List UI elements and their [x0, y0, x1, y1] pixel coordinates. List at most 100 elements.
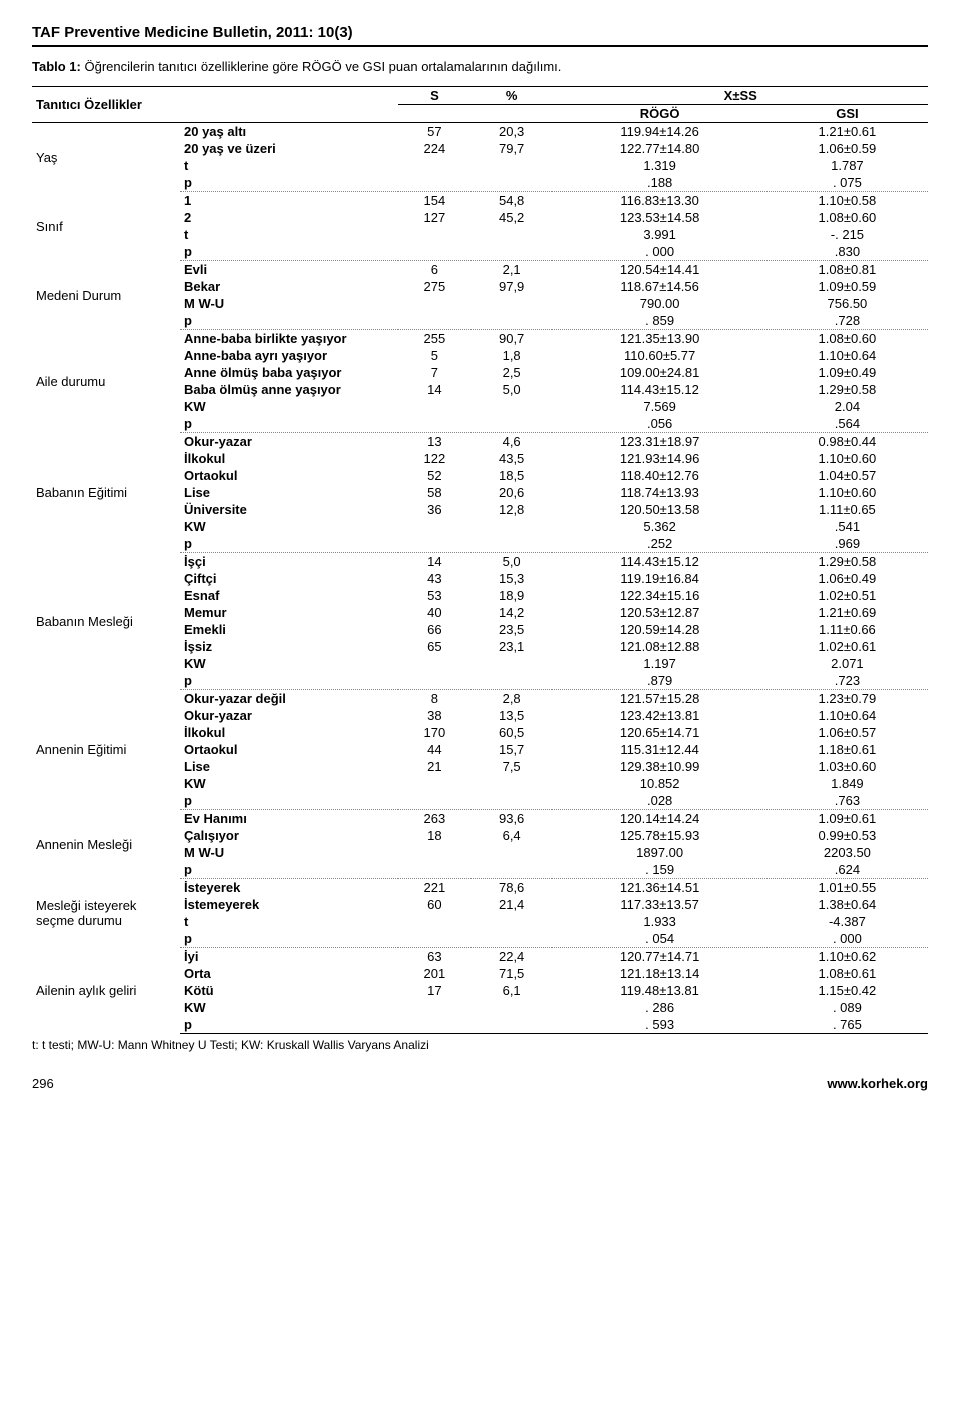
cell-pct: 93,6: [471, 810, 553, 828]
cell-pct: 4,6: [471, 433, 553, 451]
group-label: Mesleği isteyerek seçme durumu: [32, 879, 180, 948]
cell-S: 7: [398, 364, 471, 381]
cell-pct: [471, 655, 553, 672]
row-label: Okur-yazar: [180, 707, 398, 724]
cell-rogo: 119.94±14.26: [552, 123, 766, 141]
cell-S: 224: [398, 140, 471, 157]
cell-gsi: 1.10±0.60: [767, 484, 928, 501]
cell-pct: [471, 861, 553, 879]
cell-gsi: 1.15±0.42: [767, 982, 928, 999]
cell-gsi: 1.08±0.61: [767, 965, 928, 982]
row-label: t: [180, 913, 398, 930]
cell-S: [398, 226, 471, 243]
cell-S: 13: [398, 433, 471, 451]
cell-S: 53: [398, 587, 471, 604]
footer-url: www.korhek.org: [827, 1076, 928, 1091]
cell-rogo: 122.77±14.80: [552, 140, 766, 157]
row-label: KW: [180, 655, 398, 672]
cell-rogo: . 159: [552, 861, 766, 879]
cell-rogo: 790.00: [552, 295, 766, 312]
cell-pct: [471, 174, 553, 192]
cell-rogo: 120.53±12.87: [552, 604, 766, 621]
cell-gsi: 1.03±0.60: [767, 758, 928, 775]
cell-gsi: .723: [767, 672, 928, 690]
cell-pct: [471, 226, 553, 243]
cell-pct: 15,3: [471, 570, 553, 587]
cell-rogo: 129.38±10.99: [552, 758, 766, 775]
cell-gsi: 1.38±0.64: [767, 896, 928, 913]
cell-pct: 14,2: [471, 604, 553, 621]
row-label: 20 yaş altı: [180, 123, 398, 141]
cell-rogo: 121.08±12.88: [552, 638, 766, 655]
cell-gsi: 1.18±0.61: [767, 741, 928, 758]
row-label: Anne ölmüş baba yaşıyor: [180, 364, 398, 381]
cell-rogo: 121.36±14.51: [552, 879, 766, 897]
row-label: p: [180, 861, 398, 879]
row-label: KW: [180, 518, 398, 535]
cell-rogo: 118.74±13.93: [552, 484, 766, 501]
row-label: Ortaokul: [180, 467, 398, 484]
cell-pct: 13,5: [471, 707, 553, 724]
cell-pct: [471, 672, 553, 690]
cell-rogo: .188: [552, 174, 766, 192]
cell-rogo: 1.197: [552, 655, 766, 672]
cell-gsi: 1.02±0.51: [767, 587, 928, 604]
cell-S: [398, 157, 471, 174]
group-label: Babanın Mesleği: [32, 553, 180, 690]
row-label: Çiftçi: [180, 570, 398, 587]
cell-rogo: 122.34±15.16: [552, 587, 766, 604]
cell-S: [398, 535, 471, 553]
row-label: KW: [180, 398, 398, 415]
caption-text: Öğrencilerin tanıtıcı özelliklerine göre…: [85, 59, 562, 74]
row-label: p: [180, 930, 398, 948]
cell-gsi: 1.11±0.65: [767, 501, 928, 518]
row-label: Çalışıyor: [180, 827, 398, 844]
cell-S: [398, 999, 471, 1016]
cell-pct: [471, 398, 553, 415]
cell-gsi: .969: [767, 535, 928, 553]
row-label: M W-U: [180, 844, 398, 861]
cell-gsi: 1.10±0.64: [767, 347, 928, 364]
row-label: t: [180, 157, 398, 174]
cell-rogo: 116.83±13.30: [552, 192, 766, 210]
cell-rogo: 10.852: [552, 775, 766, 792]
cell-gsi: 1.08±0.81: [767, 261, 928, 279]
cell-S: [398, 398, 471, 415]
cell-rogo: 110.60±5.77: [552, 347, 766, 364]
cell-pct: [471, 844, 553, 861]
row-label: İstemeyerek: [180, 896, 398, 913]
cell-rogo: .056: [552, 415, 766, 433]
cell-pct: 78,6: [471, 879, 553, 897]
cell-S: 221: [398, 879, 471, 897]
group-label: Yaş: [32, 123, 180, 192]
cell-rogo: 109.00±24.81: [552, 364, 766, 381]
cell-gsi: . 089: [767, 999, 928, 1016]
cell-rogo: 7.569: [552, 398, 766, 415]
cell-S: 60: [398, 896, 471, 913]
cell-rogo: 118.67±14.56: [552, 278, 766, 295]
cell-pct: [471, 518, 553, 535]
cell-gsi: 1.06±0.57: [767, 724, 928, 741]
col-rogo: RÖGÖ: [552, 105, 766, 123]
cell-gsi: 1.08±0.60: [767, 330, 928, 348]
cell-S: 40: [398, 604, 471, 621]
row-label: M W-U: [180, 295, 398, 312]
cell-rogo: 120.14±14.24: [552, 810, 766, 828]
cell-rogo: . 859: [552, 312, 766, 330]
group-label: Annenin Eğitimi: [32, 690, 180, 810]
cell-S: 38: [398, 707, 471, 724]
row-label: Evli: [180, 261, 398, 279]
row-label: Baba ölmüş anne yaşıyor: [180, 381, 398, 398]
cell-pct: 5,0: [471, 553, 553, 571]
col-S2: [398, 105, 471, 123]
col-pct2: [471, 105, 553, 123]
cell-pct: 7,5: [471, 758, 553, 775]
cell-gsi: -. 215: [767, 226, 928, 243]
cell-S: [398, 861, 471, 879]
cell-pct: 5,0: [471, 381, 553, 398]
cell-rogo: 123.53±14.58: [552, 209, 766, 226]
table-footnote: t: t testi; MW-U: Mann Whitney U Testi; …: [32, 1038, 928, 1052]
cell-S: 255: [398, 330, 471, 348]
cell-S: 18: [398, 827, 471, 844]
row-label: KW: [180, 999, 398, 1016]
